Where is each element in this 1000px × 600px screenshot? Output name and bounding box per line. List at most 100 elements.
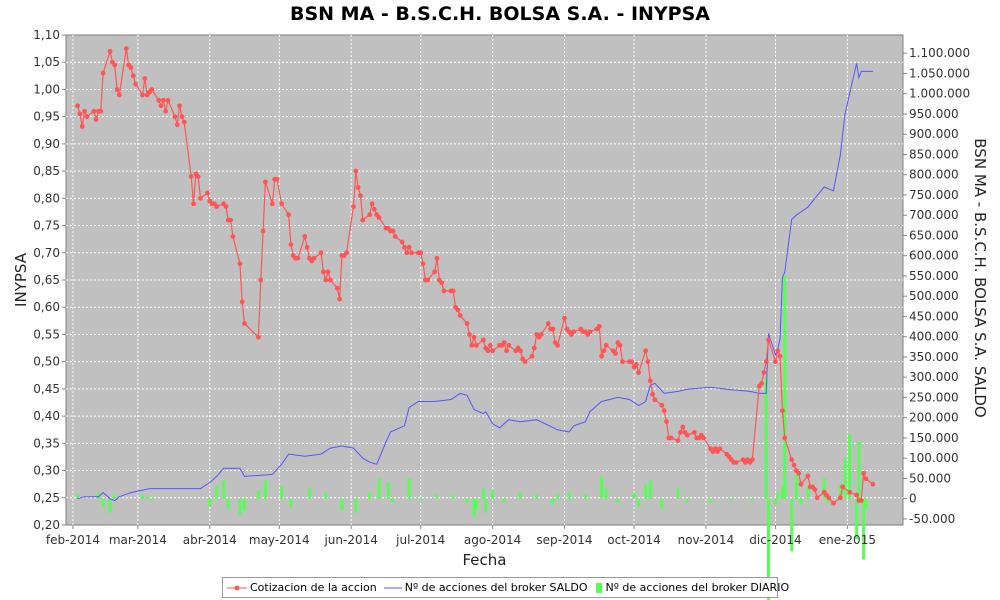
price-point xyxy=(165,97,171,103)
saldo-line xyxy=(77,63,873,502)
price-point xyxy=(661,408,667,414)
y2-tick-label: 850.000 xyxy=(909,147,959,161)
diario-bar xyxy=(644,484,648,499)
price-point xyxy=(620,359,625,365)
x-tick-label: jul-2014 xyxy=(395,533,445,547)
y-tick-label: 0,80 xyxy=(33,191,60,205)
diario-bar xyxy=(354,498,358,513)
diario-bar xyxy=(857,441,861,499)
diario-bar xyxy=(794,474,798,499)
diario-bar xyxy=(848,433,852,499)
diario-bar xyxy=(76,494,80,499)
price-swatch-icon xyxy=(227,585,247,590)
price-point xyxy=(360,217,366,223)
diario-bar xyxy=(790,498,794,552)
price-point xyxy=(763,359,769,365)
price-point xyxy=(675,438,681,444)
diario-bar xyxy=(583,494,587,499)
y2-tick-label: 0 xyxy=(909,492,917,506)
diario-bar xyxy=(729,498,733,501)
price-point xyxy=(531,345,537,351)
diario-bar xyxy=(632,492,636,499)
price-point xyxy=(262,179,268,185)
diario-bar xyxy=(660,498,664,509)
price-point xyxy=(279,201,285,207)
diario-bar xyxy=(750,498,754,501)
price-point xyxy=(858,498,864,503)
price-point xyxy=(791,462,797,468)
price-point xyxy=(242,321,247,326)
price-point xyxy=(831,500,836,506)
diario-bar xyxy=(767,498,771,600)
x-tick-label: abr-2014 xyxy=(183,533,237,547)
price-point xyxy=(91,108,97,114)
price-point xyxy=(376,214,382,220)
price-point xyxy=(358,193,363,199)
y2-tick-label: 400.000 xyxy=(909,330,959,344)
price-point xyxy=(163,108,169,114)
y2-tick-label: 450.000 xyxy=(909,309,959,323)
price-point xyxy=(863,476,869,482)
price-point xyxy=(434,255,440,261)
price-point xyxy=(392,234,398,239)
price-point xyxy=(228,217,234,223)
price-point xyxy=(596,323,602,329)
y-tick-label: 0,60 xyxy=(33,300,60,314)
price-point xyxy=(749,457,755,463)
price-point xyxy=(269,201,275,207)
y-tick-label: 0,95 xyxy=(33,110,60,124)
diario-bar xyxy=(113,494,117,499)
price-point xyxy=(826,495,832,501)
diario-bar xyxy=(208,498,212,507)
y-tick-label: 0,90 xyxy=(33,137,60,151)
y-tick-label: 0,85 xyxy=(33,164,60,178)
price-point xyxy=(353,168,359,174)
price-point xyxy=(659,402,665,408)
y2-tick-label: 250.000 xyxy=(909,390,959,404)
y-tick-label: 0,30 xyxy=(33,464,60,478)
y2-tick-label: 700.000 xyxy=(909,208,959,222)
price-point xyxy=(82,108,87,114)
price-point xyxy=(402,244,407,250)
y2-tick-label: 1.050.000 xyxy=(909,66,970,80)
price-point xyxy=(304,244,310,250)
y-axis-title: INYPSA xyxy=(12,252,30,307)
price-point xyxy=(140,92,145,98)
diario-bar xyxy=(827,498,831,503)
price-point xyxy=(337,296,342,302)
diario-bar xyxy=(637,498,641,507)
price-point xyxy=(668,435,674,441)
price-point xyxy=(128,65,134,71)
y-tick-label: 0,65 xyxy=(33,273,60,287)
price-point xyxy=(344,250,349,256)
y-tick-label: 0,75 xyxy=(33,219,60,233)
price-point xyxy=(441,288,447,294)
price-point xyxy=(629,359,635,365)
diario-bar xyxy=(556,494,560,499)
price-point xyxy=(464,321,470,326)
price-point xyxy=(773,359,778,365)
price-point xyxy=(691,430,697,435)
price-point xyxy=(260,228,266,234)
price-point xyxy=(323,277,329,283)
price-point xyxy=(487,342,493,348)
price-point xyxy=(485,348,491,354)
price-point xyxy=(406,244,412,250)
x-tick-label: feb-2014 xyxy=(46,533,100,547)
y-tick-label: 0,25 xyxy=(33,491,60,505)
price-point xyxy=(439,280,445,286)
price-point xyxy=(550,326,556,332)
y2-tick-label: 200.000 xyxy=(909,411,959,425)
diario-bar xyxy=(764,377,768,499)
price-point xyxy=(455,307,461,313)
diario-bar xyxy=(451,494,455,499)
x-tick-label: dic-2014 xyxy=(749,533,801,547)
price-point xyxy=(798,481,804,487)
price-point xyxy=(861,470,866,476)
price-point xyxy=(613,351,618,356)
price-point xyxy=(480,337,486,343)
diario-bar xyxy=(150,498,154,501)
y-tick-label: 1,10 xyxy=(33,28,60,42)
price-point xyxy=(177,103,183,109)
diario-bar xyxy=(780,486,784,499)
